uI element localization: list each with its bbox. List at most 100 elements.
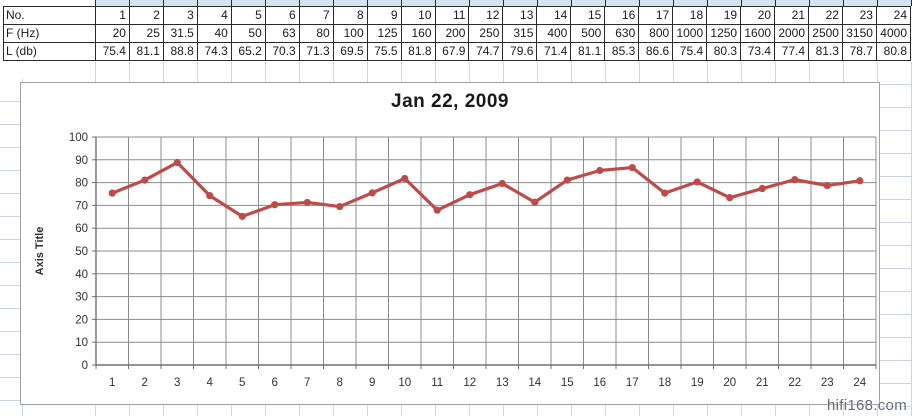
table-cell[interactable]: 100 <box>332 24 368 43</box>
y-tick-label: 90 <box>75 155 88 167</box>
table-cell[interactable]: 315 <box>502 24 538 43</box>
x-tick-label: 7 <box>304 377 310 389</box>
table-cell[interactable]: 81.1 <box>128 42 164 61</box>
table-cell[interactable]: 9 <box>366 6 402 25</box>
table-cell[interactable]: 2 <box>128 6 164 25</box>
table-cell[interactable]: 20 <box>740 6 776 25</box>
table-cell[interactable]: 500 <box>570 24 606 43</box>
table-cell[interactable]: 13 <box>502 6 538 25</box>
table-cell[interactable]: 11 <box>434 6 470 25</box>
x-tick-label: 10 <box>398 377 411 389</box>
table-cell[interactable]: 160 <box>400 24 436 43</box>
table-cell[interactable]: 18 <box>672 6 708 25</box>
x-tick-label: 17 <box>626 377 639 389</box>
table-cell[interactable]: 800 <box>638 24 674 43</box>
data-point-marker <box>433 206 441 214</box>
table-cell[interactable]: 74.7 <box>468 42 504 61</box>
table-cell[interactable]: 20 <box>95 24 130 43</box>
table-cell[interactable]: 630 <box>604 24 640 43</box>
table-cell[interactable]: 75.4 <box>95 42 130 61</box>
row-label[interactable]: F (Hz) <box>3 24 96 43</box>
data-point-marker <box>401 174 409 183</box>
table-cell[interactable]: 8 <box>332 6 368 25</box>
x-tick-label: 8 <box>337 377 343 389</box>
table-cell[interactable]: 73.4 <box>740 42 776 61</box>
table-cell[interactable]: 24 <box>875 6 912 25</box>
table-cell[interactable]: 80.8 <box>875 42 912 61</box>
table-cell[interactable]: 75.4 <box>672 42 708 61</box>
table-cell[interactable]: 80.3 <box>706 42 742 61</box>
data-point-marker <box>596 166 604 175</box>
table-cell[interactable]: 25 <box>128 24 164 43</box>
table-cell[interactable]: 69.5 <box>332 42 368 61</box>
table-cell[interactable]: 1 <box>95 6 130 25</box>
table-cell[interactable]: 400 <box>536 24 572 43</box>
data-point-marker <box>661 189 669 197</box>
table-cell[interactable]: 10 <box>400 6 436 25</box>
table-cell[interactable]: 7 <box>298 6 334 25</box>
table-cell[interactable]: 14 <box>536 6 572 25</box>
table-cell[interactable]: 88.8 <box>162 42 198 61</box>
table-cell[interactable]: 50 <box>230 24 266 43</box>
table-cell[interactable]: 17 <box>638 6 674 25</box>
table-cell[interactable]: 4 <box>196 6 232 25</box>
table-cell[interactable]: 81.3 <box>808 42 843 61</box>
table-cell[interactable]: 71.3 <box>298 42 334 61</box>
line-chart[interactable]: Jan 22, 2009 Axis Title 0 10 20 30 40 50 60 70 8… <box>20 82 880 405</box>
table-cell[interactable]: 19 <box>706 6 742 25</box>
table-cell[interactable]: 2500 <box>808 24 843 43</box>
table-cell[interactable]: 2000 <box>774 24 810 43</box>
table-cell[interactable]: 81.1 <box>570 42 606 61</box>
table-cell[interactable]: 12 <box>468 6 504 25</box>
table-cell[interactable]: 1000 <box>672 24 708 43</box>
table-cell[interactable]: 77.4 <box>774 42 810 61</box>
table-cell[interactable]: 5 <box>230 6 266 25</box>
table-cell[interactable]: 16 <box>604 6 640 25</box>
y-tick-label: 60 <box>75 223 88 235</box>
table-cell[interactable]: 79.6 <box>502 42 538 61</box>
table-cell[interactable]: 80 <box>298 24 334 43</box>
table-cell[interactable]: 125 <box>366 24 402 43</box>
frequency-level-table[interactable]: No. 1 2 3 4 5 6 7 8 9 10 11 12 13 14 15 16 17 18 19 20 21 22 23… <box>3 6 912 61</box>
table-cell[interactable]: 85.3 <box>604 42 640 61</box>
table-cell[interactable]: 86.6 <box>638 42 674 61</box>
table-cell[interactable]: 200 <box>434 24 470 43</box>
data-point-marker <box>856 177 864 185</box>
table-cell[interactable]: 3150 <box>841 24 877 43</box>
row-label[interactable]: L (db) <box>3 42 96 61</box>
data-point-marker <box>271 201 279 209</box>
table-cell[interactable]: 15 <box>570 6 606 25</box>
table-cell[interactable]: 4000 <box>875 24 912 43</box>
table-cell[interactable]: 81.8 <box>400 42 436 61</box>
data-point-marker <box>693 178 701 186</box>
table-cell[interactable]: 67.9 <box>434 42 470 61</box>
table-cell[interactable]: 1600 <box>740 24 776 43</box>
sheet-cells-right-margin <box>878 62 912 416</box>
data-point-marker <box>303 198 311 207</box>
table-row: L (db) 75.4 81.1 88.8 74.3 65.2 70.3 71.3 69.5 75… <box>3 42 912 61</box>
table-cell[interactable]: 1250 <box>706 24 742 43</box>
x-tick-label: 11 <box>431 377 443 389</box>
table-cell[interactable]: 250 <box>468 24 504 43</box>
chart-title: Jan 22, 2009 <box>391 91 509 112</box>
row-label[interactable]: No. <box>3 6 96 25</box>
table-cell[interactable]: 21 <box>774 6 810 25</box>
table-cell[interactable]: 70.3 <box>264 42 300 61</box>
table-cell[interactable]: 65.2 <box>230 42 266 61</box>
table-cell[interactable]: 71.4 <box>536 42 572 61</box>
table-cell[interactable]: 23 <box>841 6 877 25</box>
table-cell[interactable]: 6 <box>264 6 300 25</box>
data-point-marker <box>531 198 539 206</box>
table-cell[interactable]: 74.3 <box>196 42 232 61</box>
table-cell[interactable]: 3 <box>162 6 198 25</box>
table-cell[interactable]: 78.7 <box>841 42 877 61</box>
table-cell[interactable]: 31.5 <box>162 24 198 43</box>
table-cell[interactable]: 40 <box>196 24 232 43</box>
y-tick-label: 70 <box>75 200 88 212</box>
table-cell[interactable]: 75.5 <box>366 42 402 61</box>
table-cell[interactable]: 63 <box>264 24 300 43</box>
x-tick-label: 1 <box>109 377 115 389</box>
y-tick-label: 80 <box>75 178 88 190</box>
table-cell[interactable]: 22 <box>808 6 843 25</box>
watermark: hifi168.com <box>826 397 907 414</box>
